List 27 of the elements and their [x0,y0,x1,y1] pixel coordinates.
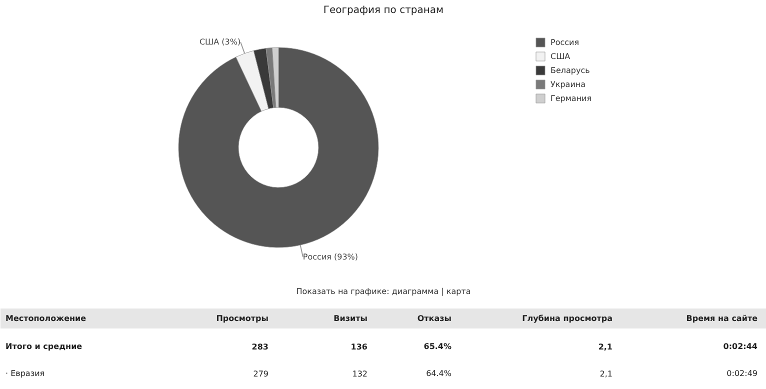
text: Глубина просмотра [522,314,613,323]
text: Итого и средние [6,342,83,351]
text: Показать на графике: диаграмма | карта [296,287,471,296]
text: 136 [350,342,368,352]
text: Отказы [417,314,452,323]
text: 65.4% [424,342,452,351]
text: 2,1 [598,342,613,352]
text: 279 [253,370,269,378]
legend-label: Германия [550,94,592,103]
text: 0:02:49 [726,369,758,378]
legend-label: Россия [550,38,580,47]
text: 283 [252,342,269,352]
text: 132 [352,370,368,378]
data-label: Россия (93%) [302,252,358,262]
legend-label: Украина [550,80,586,89]
legend-label: США [550,52,571,61]
text: 0:02:44 [723,342,758,351]
text: 64.4% [426,369,452,378]
text: Визиты [334,314,368,323]
text: Время на сайте [686,314,758,323]
text: 2,1 [600,370,613,378]
text: Просмотры [216,314,269,323]
text: · Евразия [6,369,45,378]
text: Местоположение [6,314,87,323]
legend-label: Беларусь [550,66,590,75]
data-label: США (3%) [199,38,241,47]
chart-title: География по странам [323,5,444,16]
